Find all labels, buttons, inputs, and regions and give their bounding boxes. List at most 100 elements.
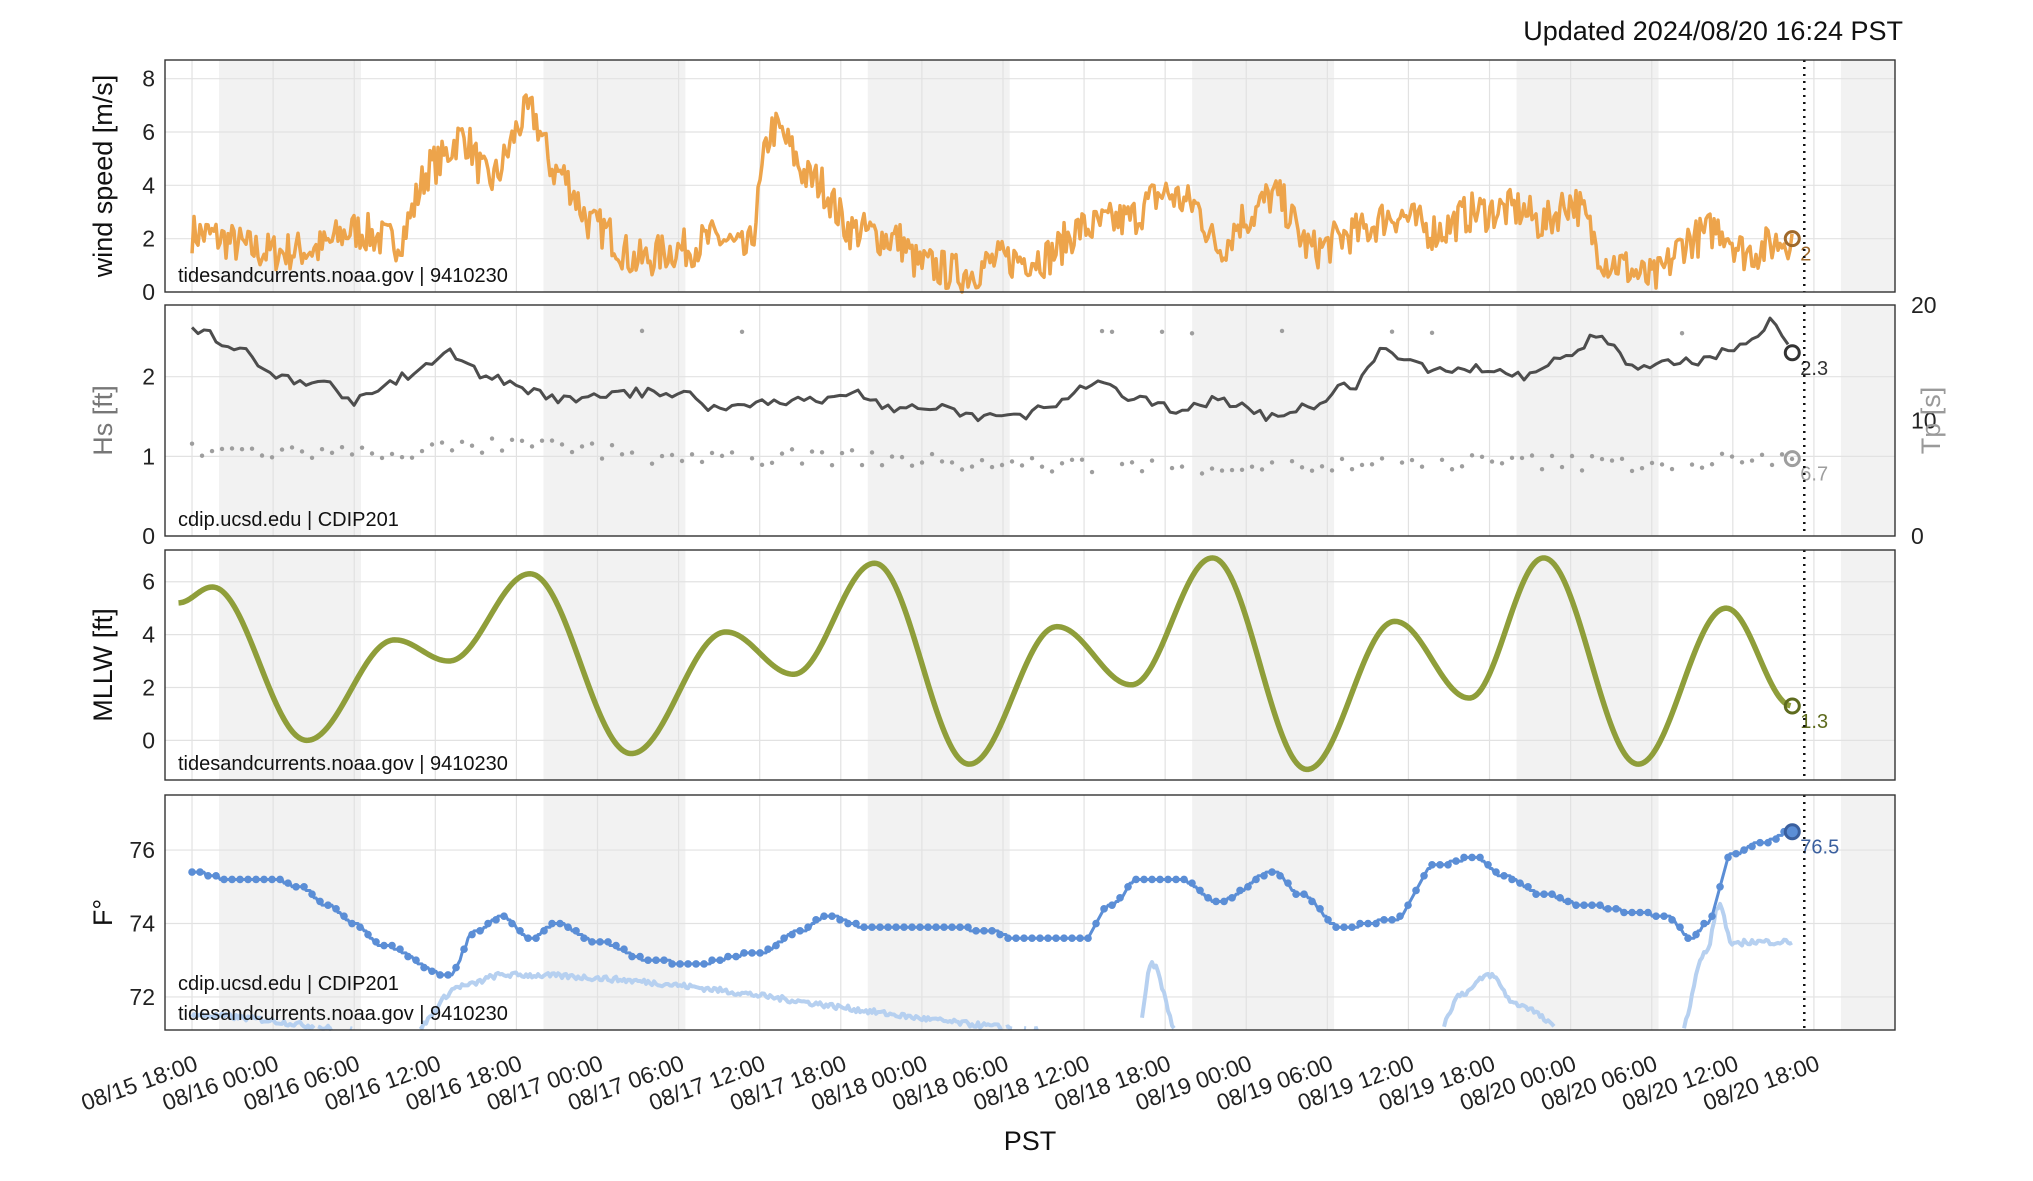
water-temperature-series-point [1700,919,1708,928]
y-axis-label: wind speed [m/s] [88,75,118,279]
water-temperature-series-point [652,956,660,965]
night-band [867,305,1010,536]
tp-series-point [1269,460,1275,465]
night-band [543,795,686,1030]
air-temperature-series-line [1033,1025,1039,1031]
tp-series-point [1699,465,1705,470]
tp-series-point [1599,456,1605,462]
water-temperature-series-point [1076,934,1084,943]
air-temperature-series-line [349,1026,353,1031]
tp-series-point [1119,461,1125,467]
water-temperature-series-point [1500,871,1508,880]
water-temperature-series-point [980,927,988,935]
water-temperature-series-point [332,905,340,913]
tp-series-point [309,455,315,460]
water-temperature-series-point [1724,853,1732,862]
tp-series-point [859,462,865,468]
y-tick-label: 8 [142,66,155,92]
water-temperature-series-point [1380,916,1388,924]
tp-series-point [919,460,925,465]
water-temperature-series-point [1628,908,1636,917]
water-temperature-series-point [1612,905,1620,913]
tp-series-point [1619,456,1625,462]
water-temperature-series-point [1420,871,1428,880]
tp-series-point [359,445,365,450]
water-temperature-series-point [1276,871,1284,880]
tp-series-point [1129,460,1135,465]
night-band [1516,550,1659,780]
tp-series-point [539,438,545,443]
tp-series-point [189,441,195,446]
air-temperature-series-line [1682,901,1793,1029]
tp-series-point [899,454,905,460]
tp-series-point [809,449,815,454]
water-temperature-series-point [756,949,764,957]
water-temperature-series-point [1652,912,1660,920]
water-temperature-series-point [404,952,412,961]
tp-series-point [239,447,245,452]
tp-series-point [459,439,465,445]
tp-series-point [759,462,765,468]
water-temperature-series-point [1188,879,1196,887]
tp-series-point [1199,471,1205,476]
tp-series-point [319,447,325,452]
tp-series-point [1439,457,1445,463]
water-temperature-series-point [1588,901,1596,909]
tp-series-point [869,450,875,455]
tp-series-point [1589,454,1595,459]
tp-series-point [229,446,235,451]
air-temperature-series-line [1442,971,1556,1028]
water-temperature-series-point [1100,905,1108,913]
water-temperature-series-point [1236,886,1244,895]
water-temperature-series-point [1316,905,1324,913]
panel-frame [164,794,1896,1031]
last-value-marker [1783,823,1801,841]
tp-series-point [559,442,565,447]
water-temperature-series-point [572,927,580,935]
y-tick-label: 6 [142,569,155,595]
y-tick-label: 1 [142,443,155,469]
water-temperature-series-point [892,923,900,931]
water-temperature-series-point [300,882,308,891]
water-temperature-series-point [1468,853,1476,862]
water-temperature-series-point [1668,916,1676,924]
water-temperature-series-point [852,919,860,928]
water-temperature-series-point [524,934,532,943]
water-temperature-series-point [988,927,996,935]
water-temperature-series-point [1300,890,1308,898]
night-band [1192,305,1335,536]
water-temperature-series-point [436,971,444,979]
water-temperature-series-point [1740,846,1748,854]
water-temperature-series-point [596,938,604,946]
water-temperature-series-point [1732,849,1740,858]
water-temperature-series-point [1708,912,1716,920]
water-temperature-series-point [1148,875,1156,884]
water-temperature-series-point [556,919,564,928]
tp-series-point [1499,461,1505,466]
tp-series-point [1289,459,1295,464]
water-temperature-series-point [1684,934,1692,943]
water-temperature-series-point [1452,857,1460,865]
tp-series-point [939,459,945,464]
tp-series-point [1189,331,1195,336]
y-tick-label: 0 [142,727,155,753]
y-tick-label: 6 [142,119,155,145]
water-temperature-series-point [1060,934,1068,943]
water-temperature-series-point [884,923,892,931]
tp-series-point [1039,464,1045,469]
tp-series-point [1089,469,1095,475]
water-temperature-series-point [1548,890,1556,898]
tp-series-point [1649,460,1655,466]
water-temperature-series-point [1124,882,1132,891]
water-temperature-series-point [1364,919,1372,928]
night-band [1840,795,1895,1030]
x-axis-label: PST [1004,1126,1057,1156]
water-temperature-series-point [372,938,380,946]
water-temperature-series-point [204,871,212,880]
water-temperature-series-point [468,930,476,939]
tp-last-value-marker [1783,450,1801,468]
water-temperature-series-point [900,923,908,931]
water-temperature-series-point [196,868,204,876]
water-temperature-series-point [1204,894,1212,902]
water-temperature-series-point [588,938,596,946]
